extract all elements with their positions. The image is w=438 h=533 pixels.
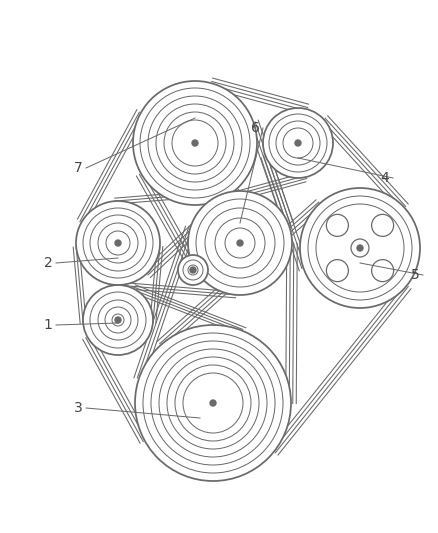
Circle shape <box>135 325 291 481</box>
Text: 7: 7 <box>74 161 82 175</box>
Polygon shape <box>148 246 165 324</box>
Text: 1: 1 <box>43 318 53 332</box>
Text: 4: 4 <box>381 171 389 185</box>
Circle shape <box>192 140 198 146</box>
Circle shape <box>326 214 348 236</box>
Circle shape <box>83 285 153 355</box>
Polygon shape <box>268 281 413 456</box>
Circle shape <box>190 267 196 273</box>
Circle shape <box>351 239 369 257</box>
Polygon shape <box>135 170 201 272</box>
Polygon shape <box>114 186 236 206</box>
Text: 5: 5 <box>411 268 419 282</box>
Text: 2: 2 <box>44 256 53 270</box>
Circle shape <box>188 191 292 295</box>
Circle shape <box>76 201 160 285</box>
Polygon shape <box>142 183 243 279</box>
Circle shape <box>357 245 363 251</box>
Polygon shape <box>114 280 236 300</box>
Circle shape <box>371 214 394 236</box>
Polygon shape <box>209 170 309 210</box>
Text: 6: 6 <box>251 121 259 135</box>
Circle shape <box>371 260 394 281</box>
Polygon shape <box>81 334 151 444</box>
Circle shape <box>326 260 348 281</box>
Polygon shape <box>258 152 310 270</box>
Circle shape <box>210 400 216 406</box>
Polygon shape <box>156 198 325 350</box>
Polygon shape <box>318 115 410 213</box>
Polygon shape <box>71 246 88 324</box>
Circle shape <box>178 255 208 285</box>
Polygon shape <box>128 280 244 337</box>
Text: 3: 3 <box>74 401 82 415</box>
Circle shape <box>115 317 121 323</box>
Polygon shape <box>247 120 296 229</box>
Polygon shape <box>132 224 198 380</box>
Circle shape <box>115 240 121 246</box>
Polygon shape <box>75 110 147 227</box>
Polygon shape <box>209 76 309 116</box>
Circle shape <box>295 140 301 146</box>
Circle shape <box>237 240 243 246</box>
Circle shape <box>263 108 333 178</box>
Circle shape <box>133 81 257 205</box>
Circle shape <box>300 188 420 308</box>
Polygon shape <box>284 243 299 403</box>
